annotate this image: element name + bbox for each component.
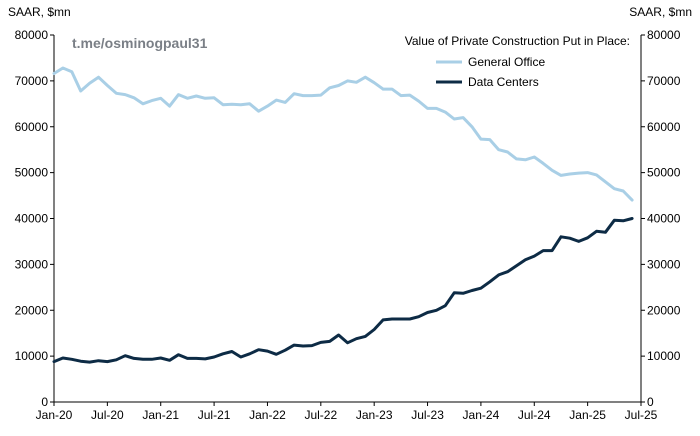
y-tick-label-right: 10000 <box>647 349 681 363</box>
y-tick-label-left: 30000 <box>15 257 49 271</box>
series-layer <box>52 66 634 364</box>
y-tick-label-left: 80000 <box>15 28 49 42</box>
series-line-data-centers <box>52 217 634 364</box>
x-tick-label: Jul-21 <box>198 408 231 422</box>
watermark-text: t.me/osminogpaul31 <box>72 35 208 51</box>
x-tick-label: Jan-21 <box>142 408 179 422</box>
x-tick-label: Jan-24 <box>463 408 500 422</box>
y-axis-label-right: SAAR, $mn <box>629 5 692 19</box>
x-tick-label: Jan-20 <box>36 408 73 422</box>
legend: General Office Data Centers <box>436 55 545 89</box>
chart-title: Value of Private Construction Put in Pla… <box>405 34 630 48</box>
series-line-general-office <box>52 66 634 202</box>
y-tick-label-left: 70000 <box>15 74 49 88</box>
legend-label-data-centers: Data Centers <box>468 75 539 89</box>
x-tick-label: Jul-20 <box>91 408 124 422</box>
y-tick-label-right: 50000 <box>647 166 681 180</box>
legend-label-general-office: General Office <box>468 55 545 69</box>
y-axis-label-left: SAAR, $mn <box>8 5 71 19</box>
x-tick-label: Jul-22 <box>304 408 337 422</box>
x-tick-label: Jan-25 <box>569 408 606 422</box>
x-tick-label: Jan-23 <box>356 408 393 422</box>
y-tick-label-right: 40000 <box>647 212 681 226</box>
x-tick-label: Jan-22 <box>249 408 286 422</box>
y-tick-label-right: 30000 <box>647 257 681 271</box>
y-tick-label-left: 0 <box>41 395 48 409</box>
x-tick-label: Jul-23 <box>411 408 444 422</box>
y-tick-label-left: 40000 <box>15 212 49 226</box>
y-tick-label-right: 20000 <box>647 303 681 317</box>
y-tick-label-right: 60000 <box>647 120 681 134</box>
x-tick-label: Jul-24 <box>518 408 551 422</box>
y-tick-label-left: 60000 <box>15 120 49 134</box>
y-tick-label-left: 20000 <box>15 303 49 317</box>
y-tick-label-left: 50000 <box>15 166 49 180</box>
y-tick-label-left: 10000 <box>15 349 49 363</box>
x-tick-label: Jul-25 <box>625 408 658 422</box>
y-tick-label-right: 0 <box>647 395 654 409</box>
axes-layer: 0 0 10000 10000 20000 20000 30000 30000 40000 400… <box>15 28 681 422</box>
y-tick-label-right: 70000 <box>647 74 681 88</box>
y-tick-label-right: 80000 <box>647 28 681 42</box>
